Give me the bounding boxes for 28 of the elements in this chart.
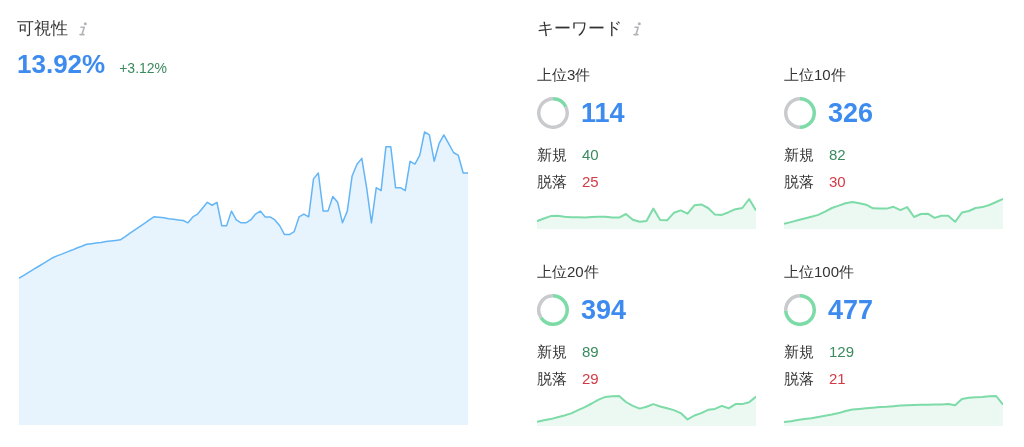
text: 394 [581, 294, 627, 326]
text: 脱落 [537, 369, 567, 389]
text: 82 [829, 145, 846, 165]
text: 新規 [784, 342, 814, 362]
text: 脱落 [537, 172, 567, 192]
chart-title: 上位100件 [784, 262, 855, 282]
text: 477 [828, 294, 874, 326]
text: 新規 [537, 342, 567, 362]
chart-title: 上位3件 [537, 65, 591, 85]
text: 40 [582, 145, 599, 165]
text: 89 [582, 342, 599, 362]
text: キーワード [537, 18, 622, 40]
text: 30 [829, 172, 846, 192]
text: 326 [828, 97, 874, 129]
text: 25 [582, 172, 599, 192]
text: 新規 [784, 145, 814, 165]
text: 21 [829, 369, 846, 389]
chart-title: 上位20件 [537, 262, 599, 282]
text: 114 [581, 97, 625, 129]
chart-title: 可視性 [17, 18, 68, 40]
chart-title: 上位10件 [784, 65, 846, 85]
text: 13.92% [17, 48, 106, 80]
text: 新規 [537, 145, 567, 165]
text: 脱落 [784, 369, 814, 389]
text: 脱落 [784, 172, 814, 192]
text: 29 [582, 369, 599, 389]
text: 129 [829, 342, 855, 362]
text: +3.12% [119, 60, 168, 76]
